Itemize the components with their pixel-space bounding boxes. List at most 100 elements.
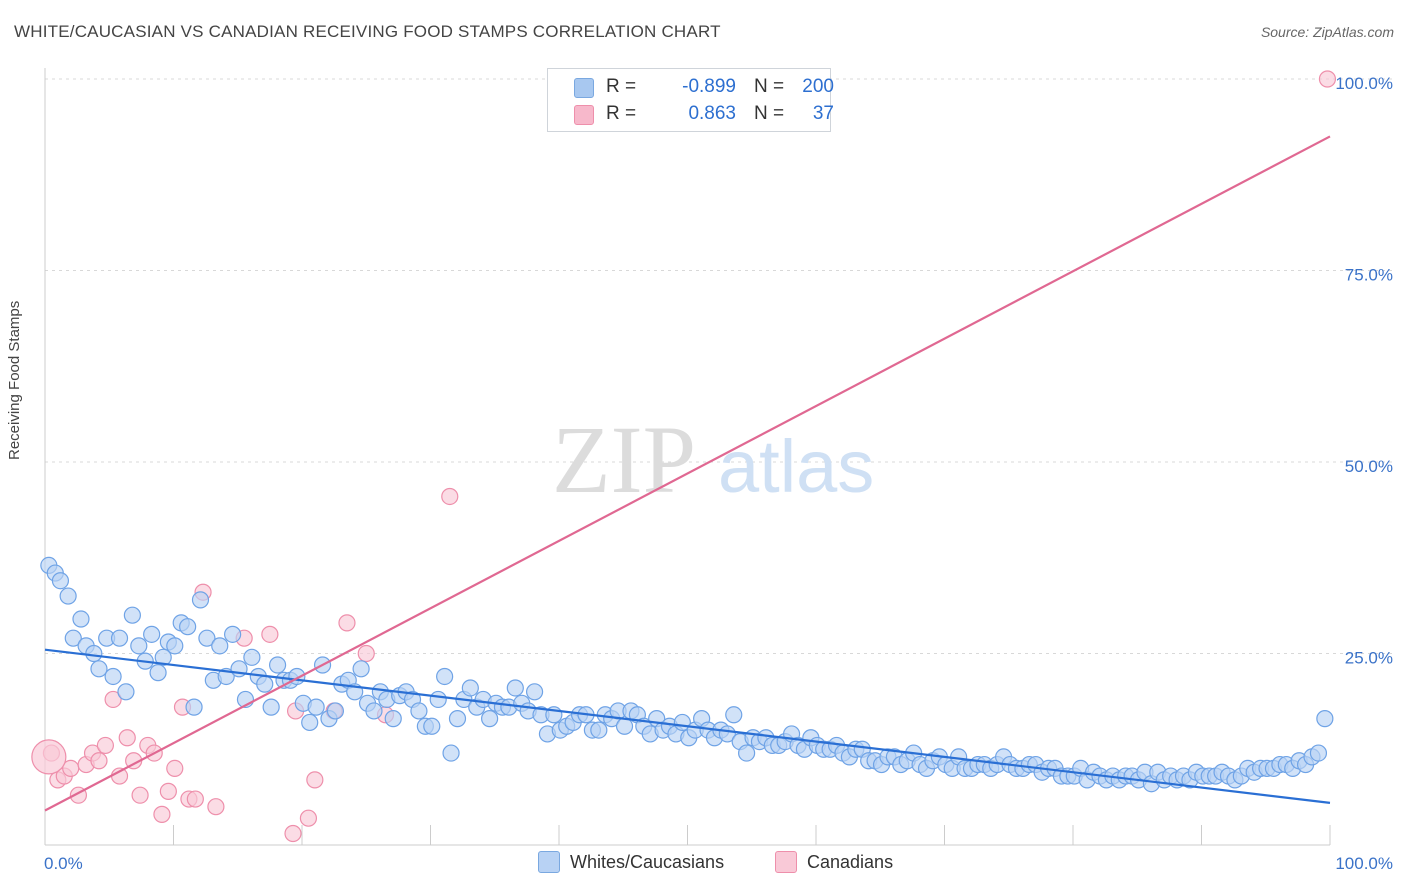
point-whites [179,618,197,636]
point-whites [72,610,90,628]
legend-r-label: R = [606,76,637,97]
point-whites [51,572,70,590]
bottom-legend-swatch-whites [538,851,560,874]
correlation-legend: R = -0.899 N = 200 R = 0.863 N = 37 [547,68,834,132]
point-canadians [441,487,459,506]
legend-r-value: 0.863 [688,103,736,124]
legend-n-label: N = [754,103,785,124]
point-whites [211,637,229,655]
point-whites [326,702,345,720]
series-whites [40,556,1334,793]
bottom-legend-canadians: Canadians [775,851,893,877]
legend-swatch-whites [574,78,594,98]
watermark-atlas: atlas [718,425,874,508]
point-whites [725,706,743,724]
point-whites [185,698,203,716]
point-whites [1309,744,1328,762]
axes [44,68,1331,846]
point-whites [301,713,319,732]
point-whites [198,629,216,647]
bottom-legend-whites: Whites/Caucasians [538,851,724,877]
point-whites [525,683,544,701]
x-tick-label-start: 0.0% [44,854,83,873]
bottom-legend-label-whites: Whites/Caucasians [570,851,725,872]
point-canadians [186,790,204,808]
point-whites [384,710,402,728]
watermark-zip: ZIP [552,406,696,513]
point-canadians [207,798,225,816]
point-whites [90,660,108,678]
point-canadians [338,614,356,632]
y-axis-label: Receiving Food Stamps [6,300,23,460]
point-whites [352,660,370,678]
point-canadians [96,736,114,755]
point-whites [307,698,325,716]
trend-line-whites [44,648,1331,804]
point-whites [481,710,499,728]
point-whites [738,744,756,762]
point-whites [256,675,274,693]
point-whites [191,591,210,609]
chart-title: WHITE/CAUCASIAN VS CANADIAN RECEIVING FO… [14,22,721,41]
y-tick-label: 75.0% [1345,266,1393,285]
point-whites [461,679,479,697]
y-tick-label: 50.0% [1345,457,1393,476]
point-whites [130,637,148,655]
point-canadians [131,786,149,804]
bottom-legend-swatch-canadians [775,851,797,874]
point-whites [85,644,103,663]
point-whites [224,625,242,643]
legend-n-value: 200 [802,76,834,97]
point-canadians [261,625,279,643]
grid-lines [45,78,1394,654]
point-whites [410,702,428,720]
tick-labels: 25.0% 50.0% 75.0% 100.0% 0.0% 100.0% [44,74,1393,873]
legend-n-label: N = [754,76,785,97]
point-whites [123,606,141,624]
point-canadians [166,759,184,778]
point-whites [268,656,287,674]
point-whites [262,698,280,716]
point-whites [506,679,524,697]
point-whites [436,667,454,686]
source-label: Source: ZipAtlas.com [1260,24,1394,40]
point-canadians [104,690,122,709]
point-whites [154,648,172,666]
point-whites [243,648,261,666]
x-tick-label-end: 100.0% [1335,854,1393,873]
legend-r-value: -0.899 [682,76,736,97]
trend-lines [44,135,1331,812]
bottom-legend-label-canadians: Canadians [807,851,894,872]
point-whites [1316,710,1334,728]
point-canadians [118,729,136,747]
point-whites [365,702,383,720]
y-tick-label: 25.0% [1345,649,1393,668]
point-whites [429,690,447,709]
legend-n-value: 37 [812,103,834,124]
point-canadians [1318,70,1337,88]
point-canadians [153,805,171,823]
point-canadians [90,752,108,770]
point-whites [615,717,634,735]
point-whites [423,717,441,735]
point-canadians [31,739,67,775]
y-tick-label: 100.0% [1335,74,1393,93]
point-canadians [284,824,302,843]
watermark: ZIP atlas [552,406,874,513]
trend-line-canadians [44,135,1331,812]
point-whites [149,664,167,682]
point-canadians [357,644,375,663]
point-whites [442,744,460,762]
point-whites [590,721,608,739]
point-whites [110,629,129,647]
point-whites [448,710,467,728]
legend-swatch-canadians [574,105,594,125]
point-canadians [306,771,324,789]
point-canadians [159,782,177,800]
point-whites [117,683,135,701]
point-whites [64,629,82,647]
point-whites [166,637,184,655]
legend-r-label: R = [606,103,637,124]
point-whites [143,625,161,643]
